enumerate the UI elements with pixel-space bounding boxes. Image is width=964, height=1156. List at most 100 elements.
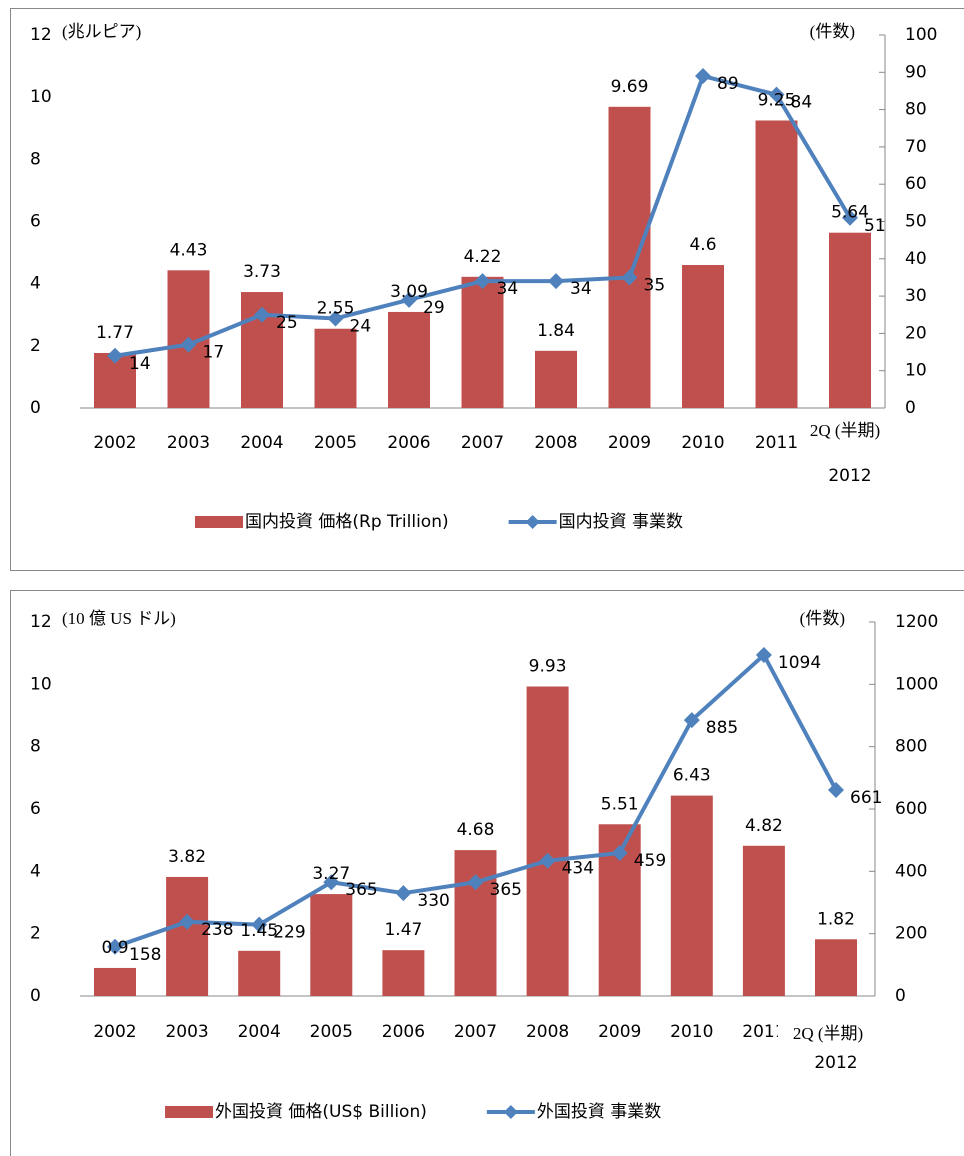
bar-value-label: 1.84 bbox=[537, 321, 575, 341]
bar-value-label: 0.9 bbox=[101, 938, 128, 958]
bar bbox=[388, 311, 430, 408]
line-value-label: 158 bbox=[129, 945, 161, 965]
x-tick-label: 2005 bbox=[310, 1022, 353, 1042]
y2-tick-label: 40 bbox=[905, 249, 927, 269]
x-tick-label: 2006 bbox=[382, 1022, 425, 1042]
y-tick-label: 12 bbox=[30, 612, 52, 632]
y-tick-label: 8 bbox=[30, 737, 41, 757]
bar bbox=[310, 894, 353, 996]
x-tick-label: 2003 bbox=[167, 433, 210, 453]
legend-label: 国内投資 価格(Rp Trillion) bbox=[245, 512, 449, 532]
line-value-label: 84 bbox=[791, 93, 813, 113]
legend-label: 国内投資 事業数 bbox=[559, 512, 683, 532]
marker bbox=[611, 844, 628, 861]
y-tick-label: 2 bbox=[30, 336, 41, 356]
bar bbox=[608, 106, 651, 409]
bar bbox=[670, 795, 713, 996]
bar-value-label: 9.93 bbox=[529, 657, 567, 677]
x-tick-label: 2010 bbox=[670, 1022, 713, 1042]
marker bbox=[474, 273, 491, 290]
bar bbox=[829, 232, 871, 408]
y2-tick-label: 60 bbox=[905, 174, 927, 194]
x-tick-label: 2005 bbox=[314, 433, 357, 453]
line-value-label: 365 bbox=[345, 880, 377, 900]
marker bbox=[842, 209, 858, 226]
bar-value-label: 9.69 bbox=[611, 77, 649, 97]
bar-value-label: 3.09 bbox=[390, 282, 428, 302]
marker bbox=[683, 712, 700, 729]
marker bbox=[107, 347, 123, 364]
bar-value-label: 6.43 bbox=[673, 766, 711, 786]
line-value-label: 14 bbox=[129, 354, 151, 374]
line-value-label: 17 bbox=[203, 343, 225, 363]
line-value-label: 330 bbox=[417, 891, 449, 911]
y2-tick-label: 600 bbox=[895, 799, 927, 819]
y2-tick-label: 20 bbox=[905, 323, 927, 343]
bar-value-label: 1.77 bbox=[96, 323, 134, 343]
marker bbox=[548, 273, 564, 290]
x-tick-label: 2004 bbox=[240, 433, 283, 453]
bar bbox=[526, 686, 569, 996]
y2-tick-label: 0 bbox=[905, 398, 916, 418]
marker bbox=[467, 874, 484, 891]
line-value-label: 885 bbox=[706, 718, 738, 738]
x-tick-label: 2007 bbox=[461, 433, 504, 453]
y-tick-label: 10 bbox=[30, 674, 52, 694]
bar bbox=[755, 120, 798, 409]
line-value-label: 238 bbox=[201, 920, 233, 940]
annotation-bg bbox=[778, 1021, 878, 1049]
marker bbox=[107, 938, 123, 955]
bar-value-label: 4.43 bbox=[170, 240, 208, 260]
bar-value-label: 4.68 bbox=[457, 820, 495, 840]
bar-value-label: 3.73 bbox=[243, 262, 281, 282]
y-tick-label: 4 bbox=[30, 274, 41, 294]
marker bbox=[539, 852, 556, 869]
y2-tick-label: 1000 bbox=[895, 674, 938, 694]
x-tick-label: 2003 bbox=[165, 1022, 208, 1042]
line-value-label: 35 bbox=[644, 275, 666, 295]
bar-value-label: 5.64 bbox=[831, 203, 869, 223]
legend-swatch bbox=[165, 1106, 213, 1118]
line-value-label: 229 bbox=[273, 923, 305, 943]
y-tick-label: 12 bbox=[30, 25, 52, 45]
marker bbox=[621, 269, 638, 286]
y2-tick-label: 0 bbox=[895, 986, 906, 1006]
bar-value-label: 3.82 bbox=[168, 847, 206, 867]
x-tick-label: 2008 bbox=[534, 433, 577, 453]
x-tick-label: 2012 bbox=[814, 1053, 857, 1073]
marker bbox=[327, 310, 344, 327]
legend-label: 外国投資 価格(US$ Billion) bbox=[215, 1102, 427, 1122]
bar-value-label: 1.47 bbox=[384, 920, 422, 940]
line-value-label: 29 bbox=[423, 298, 445, 318]
x-tick-label: 2002 bbox=[93, 1022, 136, 1042]
bar bbox=[94, 967, 136, 996]
line-value-label: 51 bbox=[864, 216, 886, 236]
bar-value-label: 3.27 bbox=[312, 864, 350, 884]
y-tick-label: 6 bbox=[30, 212, 41, 232]
x-tick-label: 2009 bbox=[598, 1022, 641, 1042]
y-axis-label: (兆ルピア) bbox=[62, 22, 141, 41]
bar bbox=[815, 939, 857, 996]
annotation: 2Q (半期) bbox=[793, 1024, 863, 1043]
y2-tick-label: 50 bbox=[905, 212, 927, 232]
bar-value-label: 4.22 bbox=[464, 247, 502, 267]
annotation-bg bbox=[795, 418, 895, 446]
y2-tick-label: 800 bbox=[895, 737, 927, 757]
x-tick-label: 2011 bbox=[755, 433, 798, 453]
marker bbox=[254, 306, 270, 323]
y2-tick-label: 30 bbox=[905, 286, 927, 306]
bar bbox=[238, 950, 281, 996]
x-tick-label: 2006 bbox=[387, 433, 430, 453]
line-value-label: 365 bbox=[490, 880, 522, 900]
bar-value-label: 1.45 bbox=[240, 921, 278, 941]
line-value-label: 434 bbox=[562, 859, 594, 879]
y2-axis-label: (件数) bbox=[810, 22, 855, 41]
y2-tick-label: 80 bbox=[905, 100, 927, 120]
marker bbox=[395, 885, 412, 902]
marker bbox=[251, 916, 268, 933]
line-value-label: 34 bbox=[570, 279, 592, 299]
y2-tick-label: 10 bbox=[905, 361, 927, 381]
line-value-label: 459 bbox=[634, 851, 666, 871]
legend-swatch bbox=[195, 516, 243, 528]
marker bbox=[179, 913, 196, 930]
